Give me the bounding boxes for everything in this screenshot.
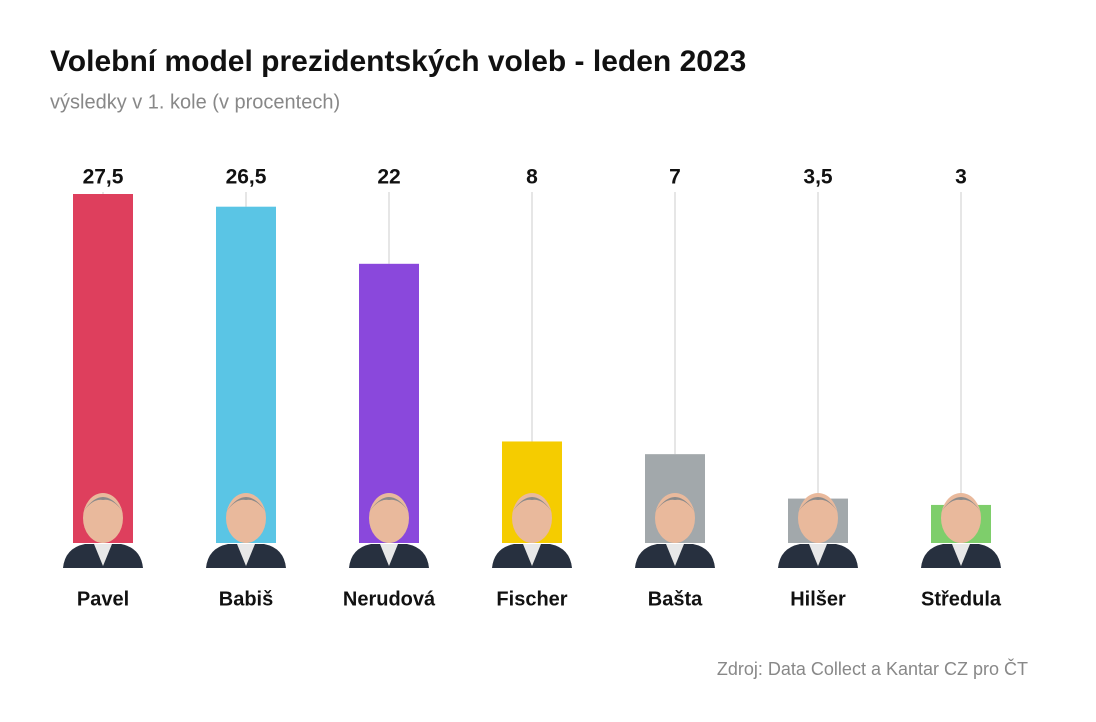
value-label: 3,5 <box>803 166 833 189</box>
candidate-photo-hair <box>226 497 266 512</box>
value-label: 22 <box>377 166 400 189</box>
candidate-photo-head <box>83 493 123 543</box>
x-tick-label: Nerudová <box>343 588 436 610</box>
candidate-photo-shirt <box>523 544 541 566</box>
value-label: 26,5 <box>226 166 267 189</box>
candidate-photo-shirt <box>952 544 970 566</box>
candidate-photo-shirt <box>380 544 398 566</box>
chart-subtitle: výsledky v 1. kole (v procentech) <box>50 91 340 113</box>
x-tick-label: Pavel <box>77 588 129 610</box>
candidate-photo-hair <box>512 497 552 512</box>
bar <box>216 206 276 543</box>
candidate-photo-shirt <box>237 544 255 566</box>
candidate-photo-hair <box>369 497 409 512</box>
value-label: 27,5 <box>83 166 124 189</box>
x-tick-label: Babiš <box>219 588 273 610</box>
candidate-photo-hair <box>83 497 123 512</box>
x-tick-label: Bašta <box>648 588 703 610</box>
candidate-photo-shirt <box>666 544 684 566</box>
candidate-photo-hair <box>798 497 838 512</box>
candidate-photo-head <box>226 493 266 543</box>
value-label: 3 <box>955 166 967 189</box>
value-label: 8 <box>526 166 538 189</box>
bar <box>73 194 133 543</box>
value-label: 7 <box>669 166 681 189</box>
x-tick-label: Fischer <box>496 588 567 610</box>
candidate-photo-shirt <box>94 544 112 566</box>
chart-title: Volební model prezidentských voleb - led… <box>50 45 746 78</box>
source: Zdroj: Data Collect a Kantar CZ pro ČT <box>717 658 1028 679</box>
candidate-photo-head <box>369 493 409 543</box>
candidate-photo-head <box>941 493 981 543</box>
candidate-photo-head <box>798 493 838 543</box>
candidate-photo-shirt <box>809 544 827 566</box>
x-tick-label: Hilšer <box>790 588 846 610</box>
candidate-photo-hair <box>655 497 695 512</box>
candidate-photo-head <box>655 493 695 543</box>
x-tick-label: Středula <box>921 588 1002 610</box>
candidate-photo-head <box>512 493 552 543</box>
candidate-photo-hair <box>941 497 981 512</box>
